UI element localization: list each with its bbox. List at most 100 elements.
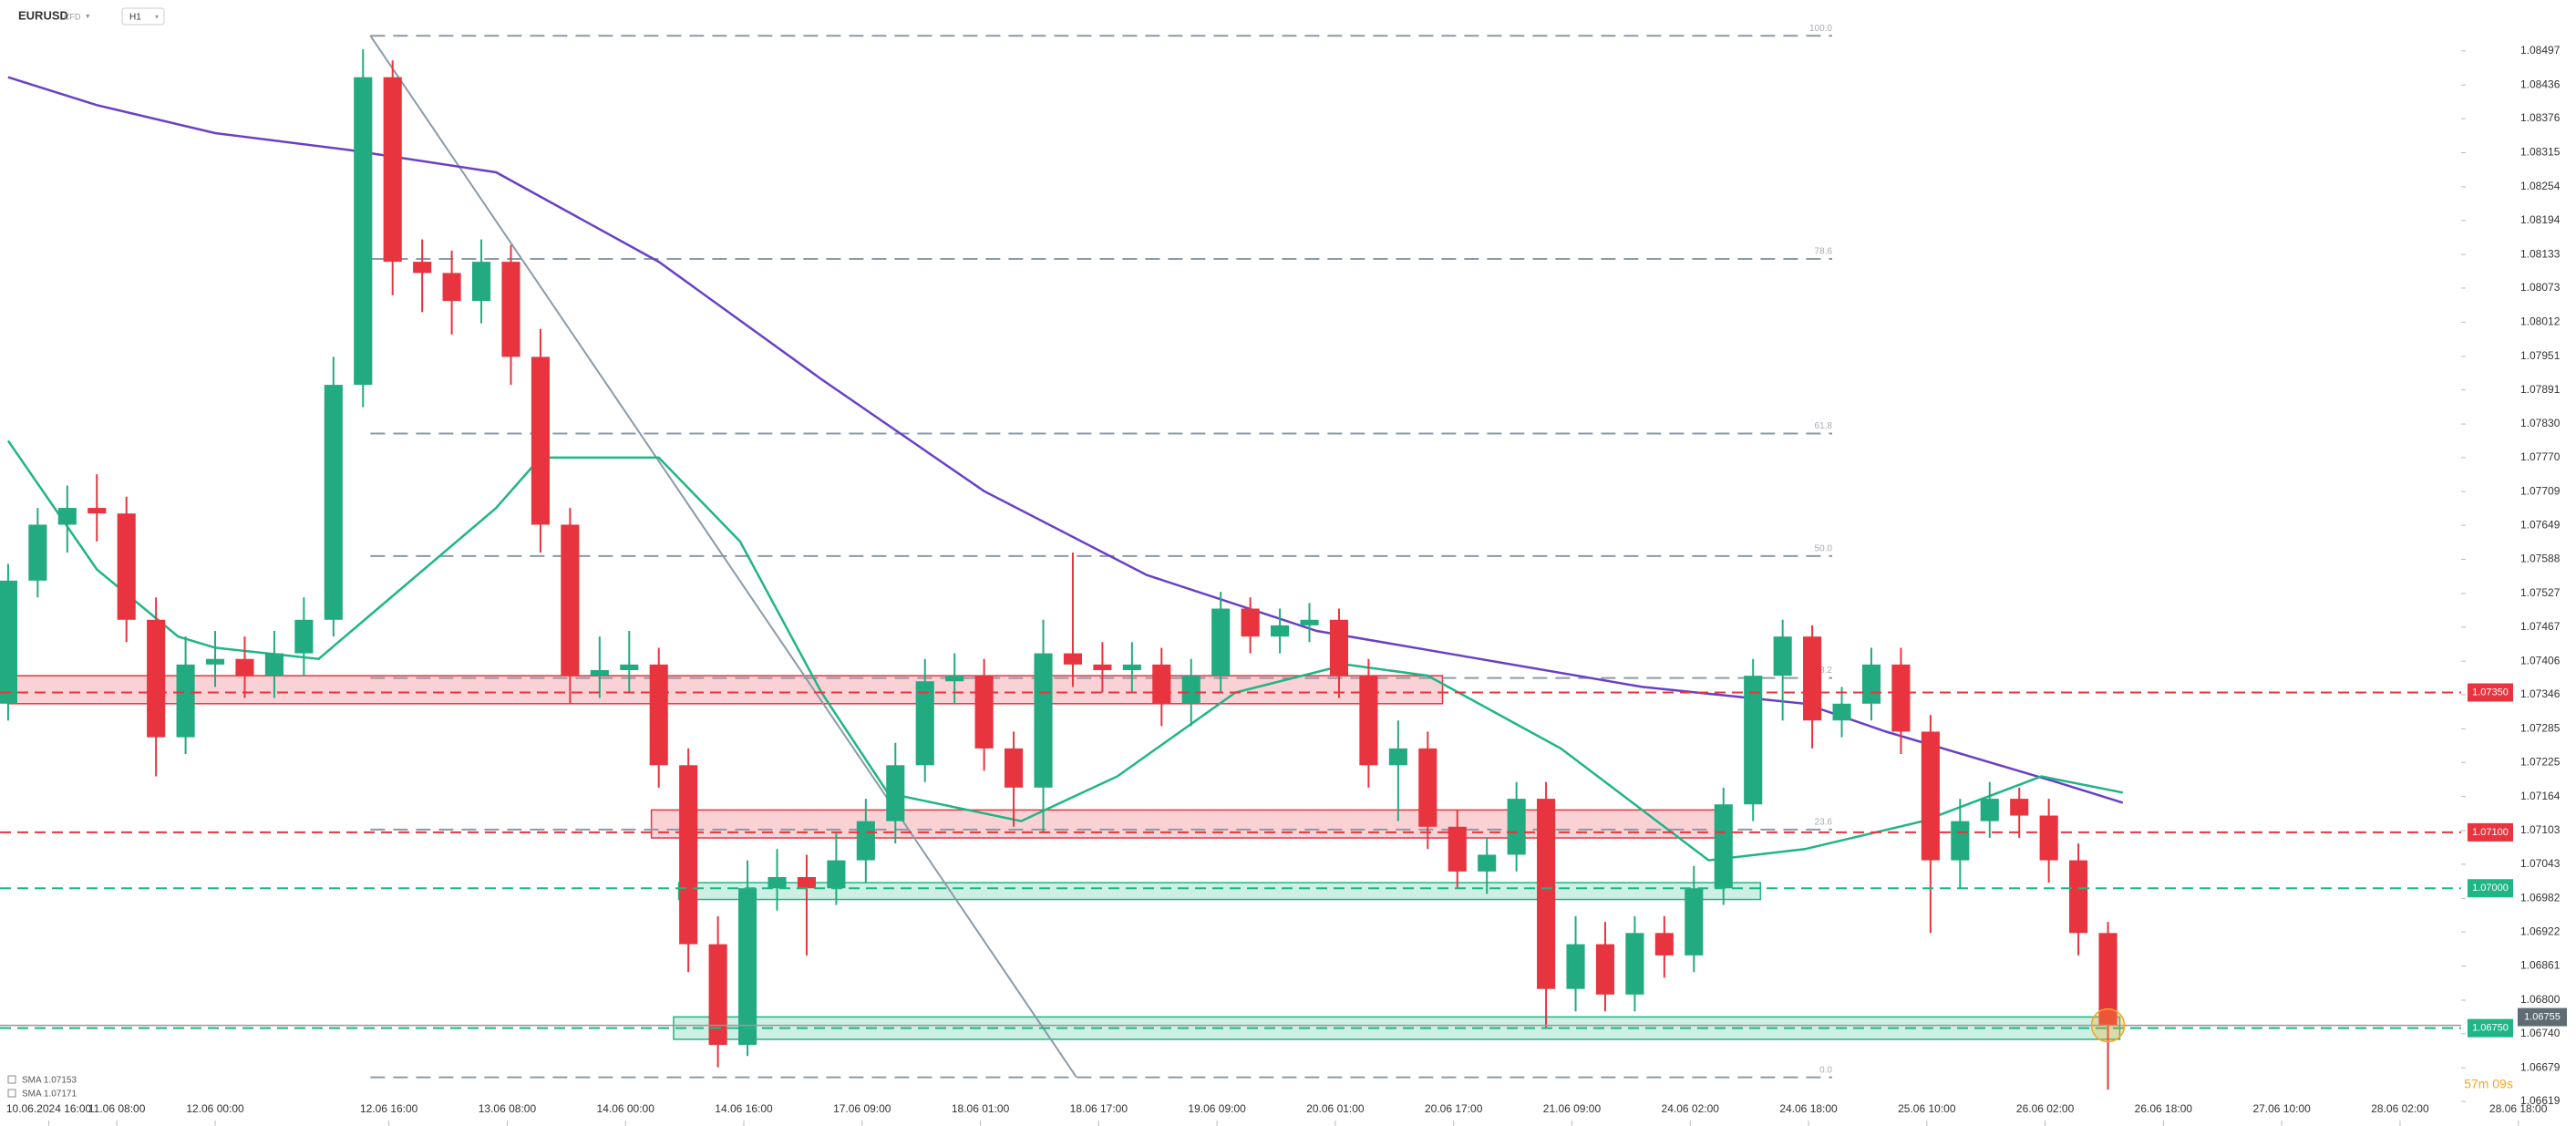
fib-label: 38.2 <box>1815 666 1833 676</box>
timeframe-button[interactable] <box>121 7 165 26</box>
legend-label: SMA 1.07153 <box>22 1076 77 1086</box>
x-tick-label: 24.06 02:00 <box>1662 1102 1720 1115</box>
fib-label: 23.6 <box>1815 817 1833 827</box>
y-tick-label: 1.06922 <box>2520 925 2561 937</box>
x-tick-label: 12.06 00:00 <box>186 1102 244 1115</box>
y-tick-label: 1.07103 <box>2520 823 2561 836</box>
y-tick-label: 1.07527 <box>2520 586 2561 599</box>
y-tick-label: 1.07649 <box>2520 518 2561 531</box>
candle-body <box>768 876 787 889</box>
candle-body <box>1122 664 1141 670</box>
candle-body <box>442 273 461 302</box>
fib-label: 78.6 <box>1815 247 1833 257</box>
candle-body <box>708 944 727 1046</box>
y-tick-label: 1.06679 <box>2520 1060 2561 1073</box>
candle-body <box>2039 815 2058 861</box>
x-tick-label: 14.06 16:00 <box>715 1102 773 1115</box>
y-tick-label: 1.07285 <box>2520 722 2561 735</box>
candle-body <box>679 765 698 945</box>
last-price-highlight <box>2090 1007 2126 1043</box>
candle-body <box>1744 676 1763 805</box>
candle-body <box>1654 933 1674 956</box>
candle-body <box>2098 933 2117 1026</box>
y-tick-label: 1.08194 <box>2520 213 2561 226</box>
x-tick-label: 18.06 01:00 <box>952 1102 1010 1115</box>
level-tag-label: 1.07100 <box>2472 827 2509 838</box>
candle-body <box>531 356 550 525</box>
candle-body <box>28 524 47 581</box>
level-tag-label: 1.06750 <box>2472 1023 2509 1034</box>
x-tick-label: 10.06.2024 16:00 <box>6 1102 92 1115</box>
candle-body <box>1152 664 1171 704</box>
y-tick-label: 1.07588 <box>2520 553 2561 565</box>
fib-label: 61.8 <box>1815 421 1833 431</box>
candle-body <box>413 262 432 274</box>
dropdown-arrow[interactable]: ▾ <box>86 11 90 20</box>
x-tick-label: 17.06 09:00 <box>833 1102 891 1115</box>
x-tick-label: 26.06 02:00 <box>2016 1102 2075 1115</box>
candle-body <box>1803 636 1822 721</box>
y-tick-label: 1.08133 <box>2520 247 2561 260</box>
candle-body <box>1507 799 1526 855</box>
candle-body <box>1063 653 1083 665</box>
candle-body <box>1359 676 1378 766</box>
x-tick-label: 28.06 18:00 <box>2489 1102 2548 1115</box>
candle-body <box>886 765 905 821</box>
instrument-kind: CFD <box>64 12 81 21</box>
countdown: 57m 09s <box>2464 1077 2513 1091</box>
y-tick-label: 1.07830 <box>2520 417 2561 429</box>
x-tick-label: 25.06 10:00 <box>1898 1102 1956 1115</box>
candle-body <box>1211 608 1231 677</box>
candle-body <box>1685 888 1704 956</box>
candle-body <box>1241 608 1260 637</box>
candle-body <box>1595 944 1615 995</box>
candle-body <box>649 664 668 766</box>
candle-body <box>561 524 580 677</box>
x-tick-label: 20.06 17:00 <box>1425 1102 1483 1115</box>
y-tick-label: 1.08315 <box>2520 146 2561 159</box>
candle-body <box>2069 860 2088 934</box>
timeframe[interactable]: H1 <box>129 13 141 23</box>
plot-area: 100.0 78.6 61.8 50.0 38.2 23.6 0.0 <box>0 24 2124 1090</box>
y-tick-label: 1.07770 <box>2520 450 2561 463</box>
legend-label: SMA 1.07171 <box>22 1090 77 1100</box>
y-tick-label: 1.08073 <box>2520 281 2561 294</box>
timeframe-arrow[interactable]: ▾ <box>155 13 159 21</box>
x-tick-label: 20.06 01:00 <box>1306 1102 1365 1115</box>
candle-body <box>0 580 17 704</box>
y-tick-label: 1.07467 <box>2520 620 2561 633</box>
candle-body <box>1980 799 1999 821</box>
candle-body <box>1181 676 1200 704</box>
x-tick-label: 18.06 17:00 <box>1070 1102 1128 1115</box>
level-tag <box>2468 822 2513 842</box>
candle-body <box>738 888 757 1046</box>
y-tick-label: 1.07406 <box>2520 654 2561 666</box>
candle-body <box>324 385 343 620</box>
y-tick-label: 1.07164 <box>2520 790 2561 802</box>
y-tick-label: 1.07043 <box>2520 857 2561 870</box>
candle-body <box>590 669 609 677</box>
fib-label: 50.0 <box>1815 543 1833 553</box>
candle-body <box>176 664 195 738</box>
legend-icon <box>7 1075 16 1084</box>
candle-body <box>147 619 166 738</box>
level-tag-label: 1.07000 <box>2472 883 2509 894</box>
x-tick-label: 26.06 18:00 <box>2135 1102 2193 1115</box>
x-tick-label: 24.06 18:00 <box>1779 1102 1838 1115</box>
candle-body <box>383 77 402 263</box>
y-tick-label: 1.06740 <box>2520 1027 2561 1039</box>
y-tick-label: 1.06982 <box>2520 891 2561 904</box>
level-tag <box>2468 1018 2513 1038</box>
candle-body <box>974 676 994 749</box>
candle-body <box>1861 664 1881 704</box>
candle-body <box>1566 944 1585 989</box>
candle-body <box>856 821 875 861</box>
candle-body <box>945 676 964 682</box>
y-tick-label: 1.06619 <box>2520 1094 2561 1107</box>
y-tick-label: 1.08376 <box>2520 111 2561 124</box>
candle-body <box>294 619 314 654</box>
candle-body <box>1418 748 1437 827</box>
y-tick-label: 1.08012 <box>2520 315 2561 328</box>
